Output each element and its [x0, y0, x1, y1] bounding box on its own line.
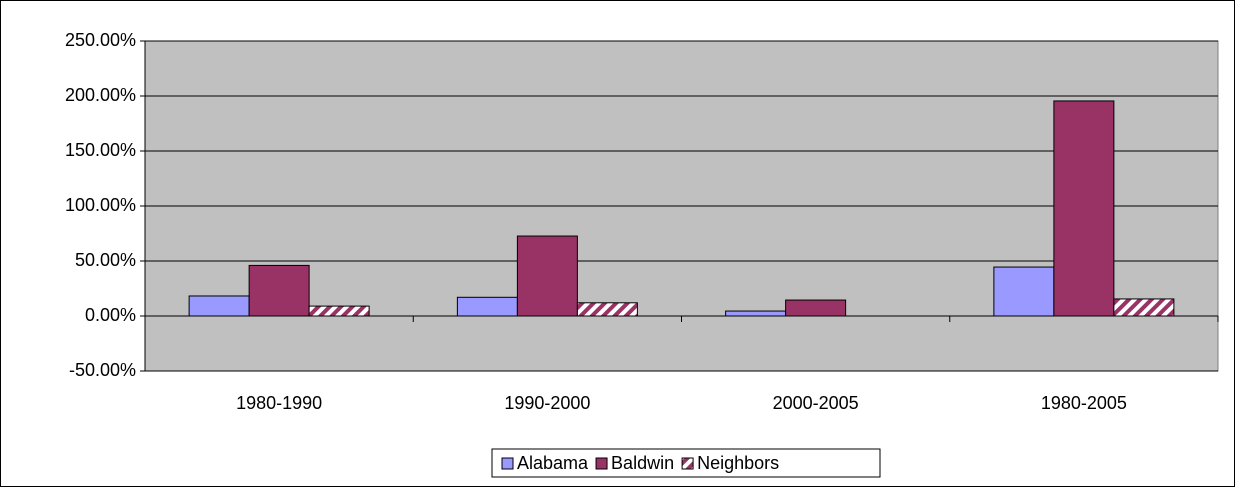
y-tick-label: -50.00% — [69, 360, 136, 380]
legend-swatch — [595, 457, 608, 470]
y-tick-label: 200.00% — [65, 85, 136, 105]
bar — [248, 264, 310, 317]
x-tick-label: 2000-2005 — [773, 393, 859, 413]
legend-label: Baldwin — [611, 453, 674, 473]
x-tick-label: 1990-2000 — [504, 393, 590, 413]
y-tick-label: 250.00% — [65, 30, 136, 50]
bar — [1053, 100, 1115, 317]
bar — [725, 310, 787, 317]
legend-swatch — [681, 457, 694, 470]
bar — [1113, 298, 1175, 317]
bar — [456, 296, 518, 317]
x-tick-label: 1980-2005 — [1041, 393, 1127, 413]
y-tick-label: 150.00% — [65, 140, 136, 160]
x-tick-label: 1980-1990 — [236, 393, 322, 413]
y-tick-label: 50.00% — [75, 250, 136, 270]
bar — [308, 305, 370, 317]
legend-swatch — [501, 457, 514, 470]
legend-label: Neighbors — [697, 453, 779, 473]
legend-label: Alabama — [517, 453, 589, 473]
bar — [576, 302, 638, 317]
bar — [785, 299, 847, 317]
bar — [188, 295, 250, 317]
bar — [993, 266, 1055, 317]
bar — [516, 235, 578, 317]
y-tick-label: 0.00% — [85, 305, 136, 325]
y-tick-label: 100.00% — [65, 195, 136, 215]
